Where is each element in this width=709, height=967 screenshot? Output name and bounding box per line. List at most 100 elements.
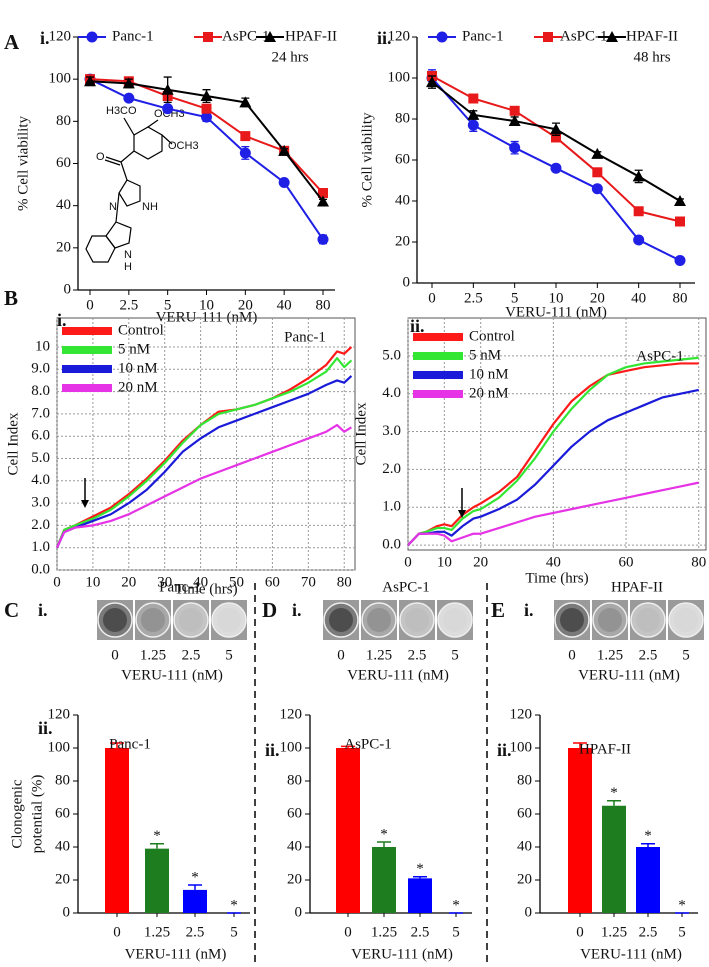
y-tick-label: 6.0	[31, 428, 50, 444]
marker	[632, 170, 645, 182]
y-tick-label: 120	[510, 706, 533, 722]
y-tick-label: 0	[525, 904, 533, 920]
legend-swatch	[413, 371, 463, 379]
panel-letter: C	[4, 598, 19, 622]
colonies	[103, 608, 127, 632]
marker	[161, 83, 174, 95]
x-axis-label: VERU-111 (nM)	[505, 304, 607, 320]
x-tick-label: 5	[164, 297, 172, 313]
structure-label: NH	[142, 201, 158, 213]
y-tick-label: 20	[395, 233, 410, 249]
y-tick-label: 2.0	[31, 517, 50, 533]
well-label: 2.5	[182, 647, 201, 663]
y-axis-label: Cell Index	[5, 412, 21, 475]
error-bar	[573, 742, 587, 748]
error-bar	[413, 875, 427, 879]
error-bar	[150, 842, 164, 849]
y-tick-label: 80	[56, 113, 71, 129]
x-tick-label: 5	[452, 924, 460, 940]
marker	[674, 254, 686, 266]
x-tick-label: 0	[576, 924, 584, 940]
marker	[606, 31, 618, 42]
colonies	[636, 608, 660, 632]
bond	[105, 156, 122, 163]
x-tick-label: 0	[428, 290, 436, 306]
legend-label: 10 nM	[118, 360, 158, 376]
significance-star: *	[678, 897, 686, 913]
structure-label: N	[124, 249, 132, 261]
y-tick-label: 4.0	[382, 385, 401, 401]
x-tick-label: 60	[619, 554, 634, 570]
marker	[240, 131, 251, 142]
marker	[426, 76, 438, 88]
legend-swatch	[62, 327, 112, 335]
bond	[147, 119, 159, 128]
legend-swatch	[62, 384, 112, 392]
y-tick-label: 40	[287, 838, 302, 854]
legend-swatch	[62, 346, 112, 354]
y-axis-label: Clonogenic	[9, 779, 25, 848]
y-tick-label: 80	[395, 110, 410, 126]
marker	[203, 32, 213, 42]
y-tick-label: 120	[48, 706, 71, 722]
y-tick-label: 60	[517, 805, 532, 821]
marker	[86, 31, 98, 43]
marker	[278, 176, 290, 188]
line-chart: 0.0 1.0 2.0 3.0 4.0 5.0 0 10 20 40 60 80 Control 5 nM…	[353, 316, 707, 586]
y-tick-label: 1.0	[382, 499, 401, 515]
series-line	[56, 423, 352, 549]
legend-swatch	[413, 352, 463, 360]
bond	[123, 117, 135, 136]
bar	[105, 748, 129, 913]
y-tick-label: 40	[56, 197, 71, 213]
x-tick-label: 10	[437, 554, 452, 570]
marker	[508, 115, 521, 127]
well-label: 0	[111, 647, 119, 663]
well-label: 5	[225, 647, 233, 663]
indole-five-ring	[105, 221, 132, 249]
legend-swatch	[62, 365, 112, 373]
y-tick-label: 40	[55, 838, 70, 854]
y-tick-label: 0	[403, 274, 411, 290]
arrow-head	[81, 500, 89, 508]
significance-star: *	[153, 828, 161, 844]
marker	[509, 142, 521, 154]
x-tick-label: 10	[549, 290, 564, 306]
x-tick-label: 80	[691, 554, 706, 570]
y-tick-label: 120	[280, 706, 303, 722]
x-tick-label: 0	[53, 574, 61, 590]
well-label: 5	[682, 647, 690, 663]
y-tick-label: 5.0	[31, 450, 50, 466]
x-tick-label: 10	[199, 297, 214, 313]
arrow-head	[458, 510, 466, 518]
legend-label: HPAF-II	[626, 28, 678, 44]
subpanel-label: ii.	[265, 740, 280, 760]
bar	[372, 847, 396, 913]
structure-label: O	[96, 151, 105, 163]
y-tick-label: 0	[63, 904, 71, 920]
legend-label: 5 nM	[469, 347, 501, 363]
chemical-structure	[85, 117, 173, 263]
y-tick-label: 60	[287, 805, 302, 821]
y-tick-label: 100	[388, 69, 411, 85]
x-axis-label: VERU-111 (nM)	[580, 946, 682, 962]
bar	[636, 847, 660, 913]
chart-title: AsPC-1	[344, 736, 392, 752]
structure-label: N	[109, 201, 117, 213]
bar	[145, 848, 169, 913]
colonies	[141, 608, 165, 632]
x-tick-label: 2.5	[119, 297, 138, 313]
y-tick-label: 4.0	[31, 472, 50, 488]
series-line	[407, 362, 699, 546]
x-tick-label: 60	[265, 574, 280, 590]
x-axis-label: Time (hrs)	[525, 570, 588, 586]
well-label: 2.5	[639, 647, 658, 663]
marker	[200, 90, 213, 102]
y-tick-label: 3.0	[382, 423, 401, 439]
bond	[115, 192, 120, 223]
y-tick-label: 10	[35, 338, 50, 354]
x-tick-label: 40	[277, 297, 292, 313]
